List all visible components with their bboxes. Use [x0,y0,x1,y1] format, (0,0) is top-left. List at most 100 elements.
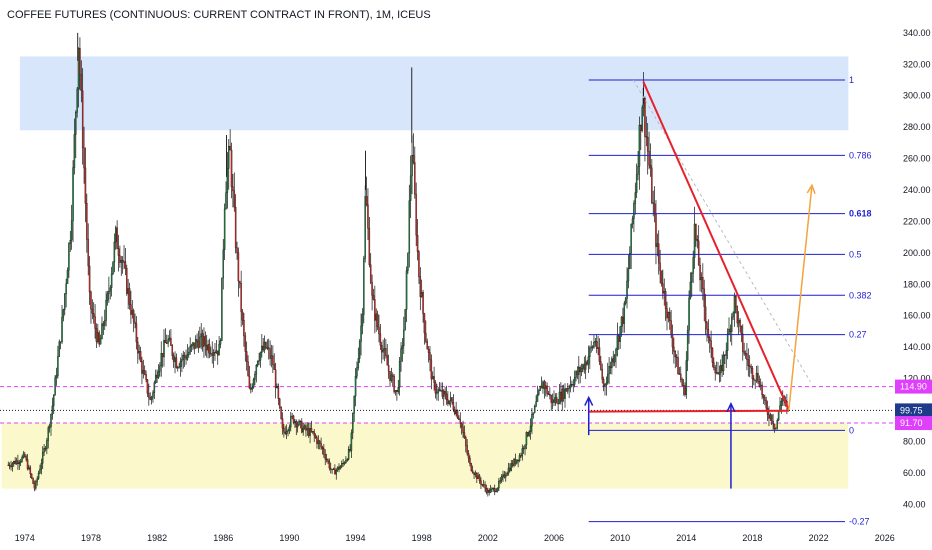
candle-body [478,475,481,481]
candle-body [513,458,515,466]
candle-body [303,425,306,429]
downtrend-line[interactable] [642,81,790,411]
candle-body [153,382,156,393]
candle-body [560,391,562,402]
candle-body [380,345,383,353]
candle-body [713,362,715,368]
candle-body [179,361,182,368]
x-tick-label: 1998 [412,533,432,543]
candle-body [554,397,557,403]
y-tick-label: 220.00 [903,216,931,226]
candle-body [72,167,74,221]
candle-body [780,400,783,406]
candle-body [764,397,766,401]
candle-body [39,468,41,474]
candle-body [88,265,91,293]
candle-body [369,264,372,283]
candle-body [463,432,466,438]
candle-body [70,220,73,241]
candle-body [102,323,105,326]
candle-body [320,443,322,448]
candle-body [313,431,315,436]
candle-body [164,339,167,344]
candle-body [43,448,45,453]
candle-body [660,270,663,284]
candle-body [555,397,558,404]
candle-body [462,426,464,433]
orange-up-arrow[interactable] [788,183,816,411]
candle-body [374,299,376,321]
support-trend-line[interactable] [588,409,789,413]
candle-body [361,314,364,327]
candle-body [448,400,451,404]
candle-body [396,390,398,392]
candles-layer [7,32,788,497]
price-tag-label: 91.70 [900,418,923,428]
candle-body [79,47,81,75]
candle-body [218,344,220,356]
candle-body [54,377,56,396]
candle-body [371,281,373,296]
candle-body [130,304,132,315]
candle-body [375,313,377,321]
blue-up-arrow-1[interactable] [584,395,594,436]
blue-up-arrow-2[interactable] [726,401,736,489]
candle-body [557,403,559,405]
candle-body [470,463,473,471]
candle-body [426,341,428,350]
candle-body [476,472,478,479]
candle-body [318,440,321,444]
fib-label: 1 [849,75,854,85]
candle-body [436,392,438,394]
candle-body [343,462,346,464]
candle-body [310,428,313,432]
candle-body [403,329,405,347]
candle-body [434,382,437,394]
candle-body [393,376,395,393]
candle-body [420,292,423,297]
candle-body [431,376,434,380]
candle-body [165,342,168,344]
candle-body [354,375,357,397]
candle-body [677,357,679,375]
candle-body [622,316,624,324]
candle-body [149,397,151,400]
y-tick-label: 260.00 [903,154,931,164]
candle-body [604,384,606,387]
candle-body [261,345,263,353]
candle-body [482,484,485,486]
candle-body [83,147,85,169]
candle-body [29,467,32,475]
candle-body [397,387,400,392]
candle-body [279,398,281,408]
candle-body [524,444,526,449]
candle-body [250,387,252,390]
candle-body [232,186,234,191]
candle-body [511,463,514,466]
candle-body [228,146,230,169]
x-tick-label: 2018 [742,533,762,543]
x-tick-label: 1986 [213,533,233,543]
candle-body [437,389,439,394]
candle-body [667,312,670,319]
candle-body [707,329,710,338]
candle-body [201,333,204,347]
candle-body [624,298,627,304]
candle-body [28,467,30,470]
candle-body [471,470,474,474]
candle-body [412,155,415,163]
candle-body [18,462,21,465]
candle-body [657,243,660,264]
candle-body [305,425,307,431]
candle-body [770,414,773,422]
candle-body [695,223,697,240]
candle-body [590,346,592,349]
candle-body [681,379,683,386]
candle-body [543,381,546,389]
candle-body [115,227,117,243]
candle-body [241,311,244,321]
candle-body [536,393,539,402]
x-tick-label: 2026 [875,533,895,543]
candle-body [81,90,84,149]
